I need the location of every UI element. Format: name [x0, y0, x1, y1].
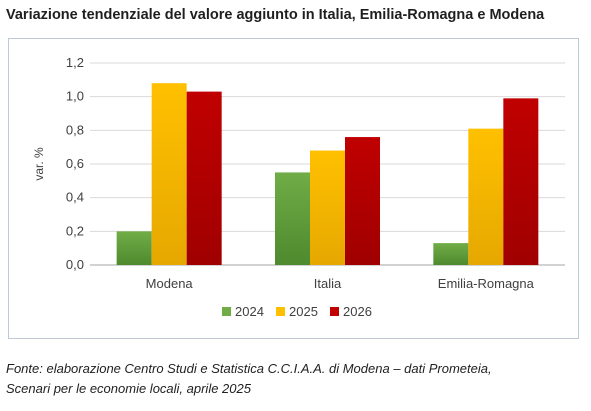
legend-swatch-2026 [330, 307, 339, 316]
y-tick-label: 0,6 [66, 156, 84, 171]
legend-swatch-2025 [276, 307, 285, 316]
bar-2026 [186, 91, 222, 265]
chart-title: Variazione tendenziale del valore aggiun… [6, 7, 545, 23]
x-tick-label: Modena [146, 276, 194, 291]
x-tick-label: Emilia-Romagna [438, 276, 535, 291]
x-tick-label: Italia [314, 276, 342, 291]
y-tick-label: 0,8 [66, 122, 84, 137]
y-tick-label: 1,0 [66, 89, 84, 104]
bar-2025 [151, 83, 187, 265]
legend-label: 2026 [343, 304, 372, 319]
bar-2024 [433, 243, 469, 265]
source-note: Fonte: elaborazione Centro Studi e Stati… [6, 359, 574, 399]
legend-swatch-2024 [222, 307, 231, 316]
bar-2026 [345, 137, 380, 265]
y-axis-label: var. % [32, 147, 46, 181]
chart-frame [8, 38, 579, 339]
legend-label: 2024 [235, 304, 264, 319]
legend-label: 2025 [289, 304, 318, 319]
source-line-2: Scenari per le economie locali, aprile 2… [6, 381, 251, 396]
y-tick-label: 0,0 [66, 257, 84, 272]
bar-2025 [468, 128, 504, 265]
bar-2024 [116, 231, 152, 265]
y-tick-label: 1,2 [66, 55, 84, 70]
y-tick-label: 0,4 [66, 190, 84, 205]
bar-2026 [503, 98, 539, 265]
source-line-1: Fonte: elaborazione Centro Studi e Stati… [6, 361, 492, 376]
y-tick-label: 0,2 [66, 223, 84, 238]
bar-2024 [275, 172, 310, 265]
bar-2025 [310, 150, 345, 265]
